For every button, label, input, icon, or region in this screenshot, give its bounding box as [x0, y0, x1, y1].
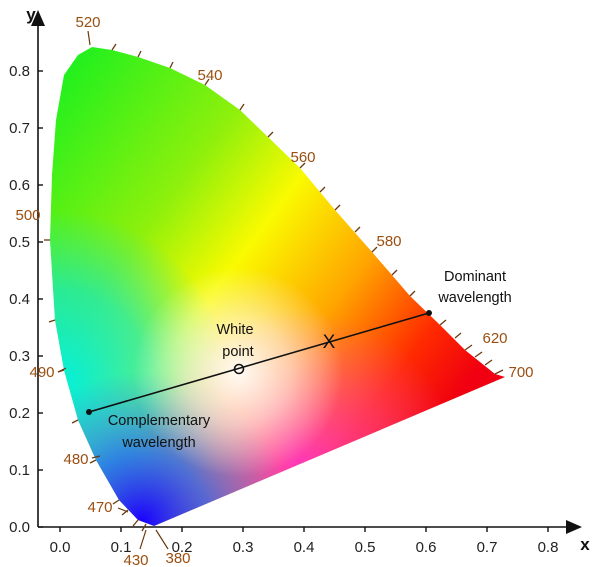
wavelength-label-430: 430: [123, 552, 148, 567]
wavelength-label-380: 380: [165, 550, 190, 567]
dominant-point: [426, 310, 432, 316]
white-point-label-line2: point: [222, 344, 253, 360]
wavelength-label-470: 470: [87, 499, 112, 516]
wavelength-label-700: 700: [508, 364, 533, 381]
wavelength-leader-line: [139, 529, 147, 550]
wavelength-label-560: 560: [290, 149, 315, 166]
sample-x-marker: X: [323, 332, 336, 353]
x-tick-label: 0.6: [416, 539, 437, 556]
locus-tick: [484, 359, 493, 366]
wavelength-leader-line: [87, 30, 91, 46]
wavelength-label-540: 540: [197, 67, 222, 84]
locus-tick: [111, 43, 117, 51]
complementary-wavelength-label-line2: wavelength: [121, 435, 195, 451]
wavelength-label-480: 480: [63, 451, 88, 468]
spectral-locus-ticks: [44, 43, 504, 532]
wavelength-label-490: 490: [29, 364, 54, 381]
locus-tick: [132, 519, 139, 527]
y-tick-label: 0.5: [9, 234, 30, 251]
wavelength-label-620: 620: [482, 330, 507, 347]
locus-tick: [299, 162, 306, 169]
wavelength-leader-line: [91, 455, 101, 459]
locus-tick: [169, 61, 174, 69]
locus-tick: [141, 523, 147, 532]
x-tick-label: 0.8: [538, 539, 559, 556]
locus-tick: [71, 419, 79, 424]
wavelength-label-500: 500: [15, 207, 40, 224]
locus-tick: [112, 499, 120, 505]
wavelength-label-520: 520: [75, 14, 100, 31]
y-tick-label: 0.2: [9, 405, 30, 422]
y-tick-label: 0.7: [9, 120, 30, 137]
complementary-dominant-line: [88, 312, 430, 413]
locus-tick: [439, 319, 447, 326]
y-tick-label: 0.1: [9, 462, 30, 479]
locus-tick: [464, 344, 473, 351]
x-tick-label: 0.3: [233, 539, 254, 556]
locus-tick: [371, 246, 378, 253]
y-tick-label: 0.3: [9, 348, 30, 365]
locus-tick: [89, 459, 97, 464]
wavelength-leader-line: [117, 507, 129, 513]
wavelength-leader-line: [57, 367, 67, 373]
locus-tick: [334, 204, 341, 211]
locus-tick: [354, 226, 361, 233]
locus-tick: [204, 78, 210, 86]
locus-tick: [474, 351, 483, 358]
y-tick-label: 0.6: [9, 177, 30, 194]
dominant-wavelength-label-line1: Dominant: [444, 269, 506, 285]
x-tick-label: 0.1: [111, 539, 132, 556]
locus-tick: [391, 269, 398, 276]
locus-tick: [267, 131, 274, 138]
white-point-label-line1: White: [216, 322, 253, 338]
locus-tick: [319, 186, 326, 193]
y-tick-label: 0.4: [9, 291, 30, 308]
locus-tick: [239, 103, 245, 111]
x-tick-label: 0.4: [294, 539, 315, 556]
complementary-point: [86, 409, 92, 415]
y-axis-arrow: [31, 10, 45, 26]
locus-tick: [454, 332, 462, 339]
complementary-wavelength-label-line1: Complementary: [108, 413, 211, 429]
white-point-marker: [233, 363, 245, 375]
dominant-wavelength-label-line2: wavelength: [437, 290, 511, 306]
x-axis-ticks: 0.0 0.1 0.2 0.3 0.4 0.5 0.6 0.7 0.8: [50, 527, 559, 556]
x-tick-label: 0.2: [172, 539, 193, 556]
locus-tick: [48, 319, 56, 323]
locus-tick: [137, 50, 142, 58]
x-tick-label: 0.7: [477, 539, 498, 556]
locus-tick: [409, 290, 416, 297]
x-tick-label: 0.0: [50, 539, 71, 556]
dominant-wavelength-construction: X: [86, 310, 432, 415]
y-tick-label: 0.0: [9, 519, 30, 536]
y-axis-name: y: [26, 5, 36, 24]
x-axis-arrow: [566, 520, 582, 534]
x-tick-label: 0.5: [355, 539, 376, 556]
wavelength-label-580: 580: [376, 233, 401, 250]
locus-tick: [121, 509, 129, 516]
locus-tick: [494, 369, 504, 375]
y-tick-label: 0.8: [9, 63, 30, 80]
y-axis-ticks: 0.0 0.1 0.2 0.3 0.4 0.5 0.6 0.7 0.8: [9, 63, 43, 536]
x-axis-name: x: [580, 535, 590, 554]
wavelength-leader-line: [155, 529, 169, 550]
